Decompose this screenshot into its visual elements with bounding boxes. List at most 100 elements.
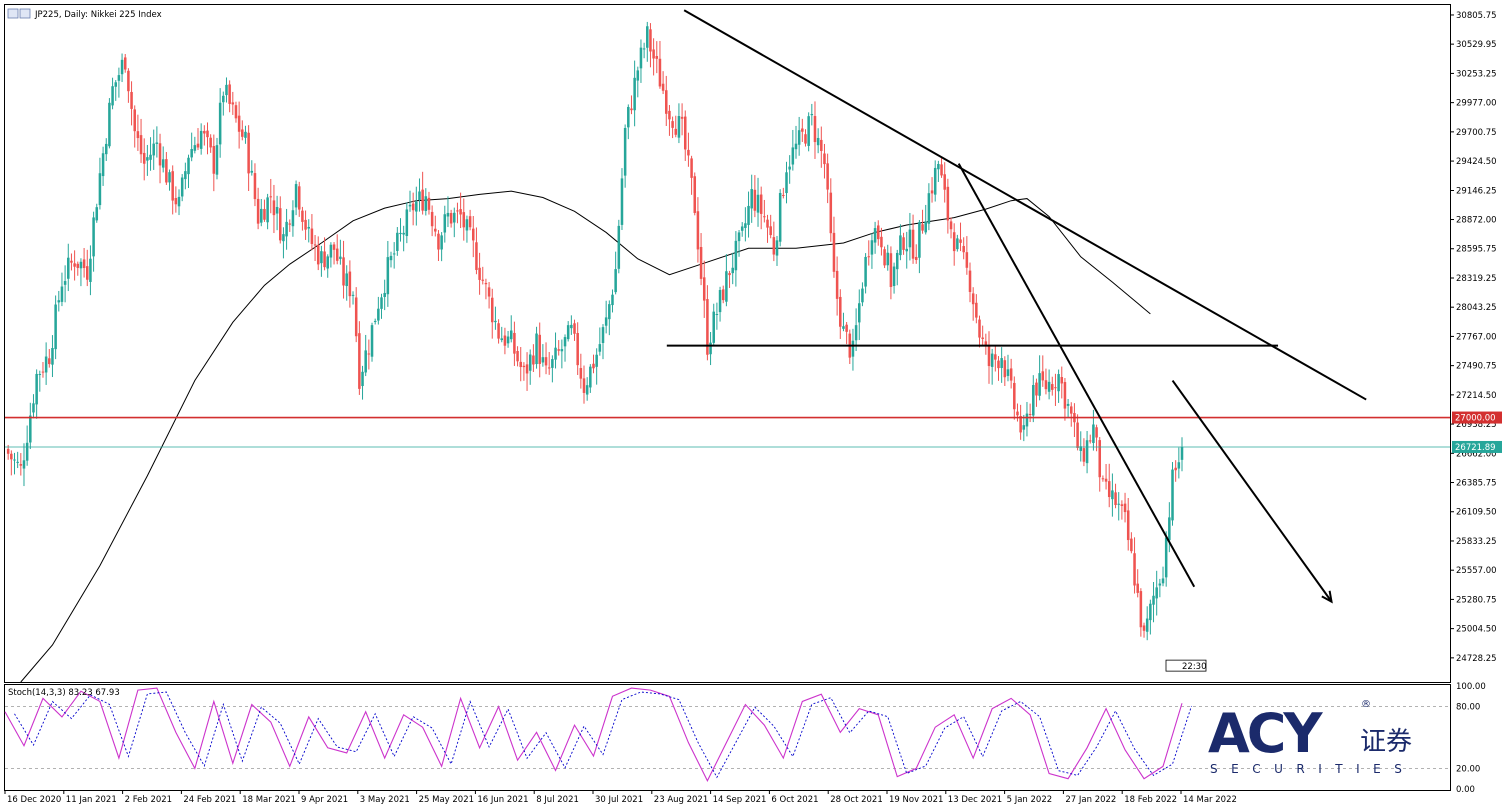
candle-body [734, 240, 738, 271]
candle-body [620, 178, 624, 225]
date-tick-label: 5 Jan 2022 [1007, 795, 1053, 805]
candle-body [250, 170, 254, 173]
trendlines-layer: 22:30 [5, 9, 1450, 672]
candle-body [449, 213, 453, 224]
candle-body [797, 130, 801, 145]
candle-body [712, 311, 715, 343]
candle-body [503, 335, 507, 346]
candle-body [405, 209, 409, 237]
candle-body [380, 297, 383, 309]
candle-body [440, 235, 443, 250]
date-tick-label: 11 Jan 2021 [66, 795, 117, 805]
price-tick-label: 28043.25 [1456, 303, 1497, 313]
candle-body [728, 273, 731, 276]
candle-body [174, 197, 178, 205]
candle-body [1019, 416, 1022, 433]
candle-body [747, 205, 750, 225]
candle-body [304, 219, 307, 230]
price-tick-label: 25833.25 [1456, 537, 1497, 547]
candle-body [598, 344, 602, 352]
candle-body [1130, 538, 1133, 552]
candle-body [861, 288, 864, 303]
candle-body [702, 277, 706, 301]
candle-body [706, 299, 709, 355]
candle-body [854, 325, 858, 341]
candle-body [383, 292, 386, 297]
candle-body [127, 70, 130, 92]
stoch-tick-label: 20.00 [1456, 764, 1480, 774]
candle-body [244, 131, 247, 138]
date-tick-label: 23 Aug 2021 [654, 795, 708, 805]
candle-body [456, 210, 459, 212]
candle-body [1180, 446, 1184, 460]
candle-body [1054, 387, 1057, 389]
candle-body [623, 127, 627, 176]
candle-body [744, 223, 747, 228]
candle-body [772, 237, 776, 255]
candle-body [19, 464, 23, 466]
candle-body [98, 173, 102, 206]
candle-body [750, 189, 753, 209]
moving-average-line [20, 190, 1151, 683]
candle-body [541, 357, 545, 363]
candle-body [1025, 413, 1029, 427]
date-tick-label: 27 Jan 2022 [1065, 795, 1116, 805]
candle-body [930, 190, 934, 194]
candle-body [212, 145, 216, 174]
candle-body [740, 226, 744, 231]
candle-body [782, 194, 785, 196]
chart-type-icon-2[interactable] [19, 8, 31, 19]
price-tick-label: 29700.75 [1456, 128, 1497, 138]
candle-body [528, 354, 532, 371]
candle-body [1003, 360, 1007, 378]
candle-body [832, 232, 836, 272]
candle-body [335, 248, 339, 261]
candle-body [661, 83, 665, 91]
candle-body [73, 263, 76, 267]
candle-body [408, 204, 412, 207]
candle-body [516, 350, 519, 362]
candle-body [294, 184, 298, 208]
candle-body [1104, 478, 1108, 482]
candle-body [801, 128, 804, 132]
time-badge-label: 22:30 [1182, 662, 1207, 672]
candle-body [984, 341, 988, 346]
candle-body [560, 349, 564, 352]
price-tick-label: 28595.75 [1456, 245, 1497, 255]
candle-body [579, 368, 583, 379]
price-tick-label: 25557.00 [1456, 566, 1497, 576]
candle-body [478, 267, 481, 280]
candle-body [1095, 427, 1098, 438]
candle-body [1066, 403, 1070, 406]
candle-body [975, 302, 978, 318]
candle-body [22, 460, 26, 469]
candle-body [978, 319, 981, 338]
candle-body [557, 349, 560, 351]
candle-body [766, 219, 769, 228]
candle-body [990, 353, 994, 367]
chart-type-icon[interactable] [7, 8, 19, 19]
candle-body [29, 415, 32, 443]
candle-body [231, 102, 235, 105]
candle-body [804, 134, 807, 144]
candle-body [313, 244, 317, 246]
candle-body [1098, 440, 1102, 478]
trendline [957, 163, 1196, 588]
candle-body [633, 77, 636, 111]
candle-body [826, 163, 829, 190]
candle-body [820, 139, 823, 151]
date-tick-label: 19 Nov 2021 [889, 795, 943, 805]
candle-body [699, 247, 703, 279]
candle-body [652, 49, 655, 59]
candle-body [339, 256, 342, 259]
candle-body [108, 102, 111, 147]
candle-body [576, 333, 579, 366]
candle-body [952, 232, 956, 252]
candle-body [873, 228, 877, 243]
candle-body [193, 145, 197, 151]
candle-body [902, 237, 905, 250]
candle-body [263, 208, 266, 220]
candle-body [642, 48, 646, 50]
candle-body [484, 282, 488, 285]
price-tick-label: 26938.25 [1456, 420, 1497, 430]
